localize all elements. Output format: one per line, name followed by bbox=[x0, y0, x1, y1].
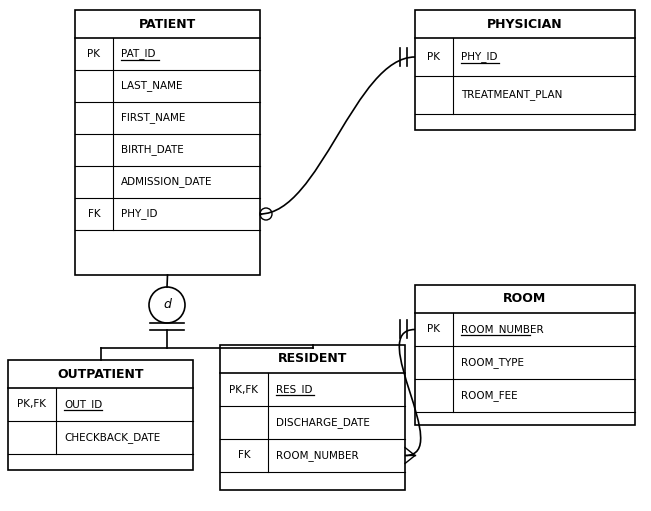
Text: TREATMEANT_PLAN: TREATMEANT_PLAN bbox=[461, 89, 562, 101]
Text: PK: PK bbox=[428, 324, 441, 335]
Bar bbox=[415, 10, 635, 130]
Text: ROOM: ROOM bbox=[503, 292, 547, 306]
Text: PK: PK bbox=[428, 52, 441, 62]
Bar bbox=[75, 10, 260, 275]
Text: FK: FK bbox=[88, 209, 100, 219]
Text: RESIDENT: RESIDENT bbox=[278, 353, 347, 365]
Text: CHECKBACK_DATE: CHECKBACK_DATE bbox=[64, 432, 160, 443]
Bar bbox=[415, 285, 635, 425]
Text: PHY_ID: PHY_ID bbox=[121, 208, 158, 219]
Text: PK: PK bbox=[87, 49, 100, 59]
Text: ROOM_NUMBER: ROOM_NUMBER bbox=[276, 450, 359, 461]
Text: OUTPATIENT: OUTPATIENT bbox=[57, 367, 144, 381]
Text: FIRST_NAME: FIRST_NAME bbox=[121, 112, 186, 124]
Text: PATIENT: PATIENT bbox=[139, 17, 196, 31]
Bar bbox=[220, 345, 405, 490]
Text: LAST_NAME: LAST_NAME bbox=[121, 81, 182, 91]
Text: PK,FK: PK,FK bbox=[18, 400, 46, 409]
Bar bbox=[8, 360, 193, 470]
Text: PAT_ID: PAT_ID bbox=[121, 49, 156, 59]
Text: PK,FK: PK,FK bbox=[230, 384, 258, 394]
Text: RES_ID: RES_ID bbox=[276, 384, 312, 395]
Text: FK: FK bbox=[238, 451, 251, 460]
Text: ROOM_NUMBER: ROOM_NUMBER bbox=[461, 324, 544, 335]
Text: d: d bbox=[163, 298, 171, 312]
Text: PHYSICIAN: PHYSICIAN bbox=[487, 17, 563, 31]
Text: ADMISSION_DATE: ADMISSION_DATE bbox=[121, 176, 212, 188]
Text: ROOM_FEE: ROOM_FEE bbox=[461, 390, 518, 401]
Text: PHY_ID: PHY_ID bbox=[461, 52, 497, 62]
Text: OUT_ID: OUT_ID bbox=[64, 399, 102, 410]
Text: BIRTH_DATE: BIRTH_DATE bbox=[121, 145, 184, 155]
Text: ROOM_TYPE: ROOM_TYPE bbox=[461, 357, 524, 368]
Text: DISCHARGE_DATE: DISCHARGE_DATE bbox=[276, 417, 370, 428]
